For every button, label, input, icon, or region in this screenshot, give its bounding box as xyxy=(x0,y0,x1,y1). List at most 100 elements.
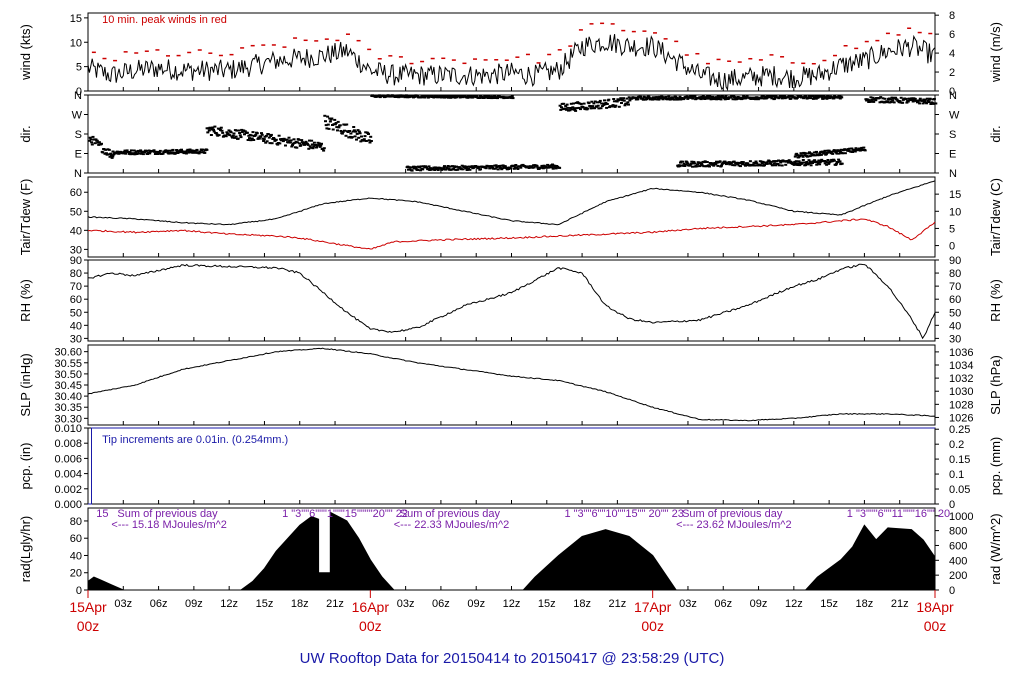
direction-point-4 xyxy=(443,96,446,99)
direction-point-9 xyxy=(863,149,867,152)
right-tick-label-rh-1: 40 xyxy=(949,320,961,332)
direction-point-2 xyxy=(287,136,291,139)
direction-point-2 xyxy=(238,134,242,137)
direction-point-9 xyxy=(804,152,808,155)
direction-point-8 xyxy=(732,160,736,163)
direction-point-1 xyxy=(123,149,127,152)
direction-point-7 xyxy=(732,96,736,98)
direction-point-7 xyxy=(804,95,808,98)
direction-point-5 xyxy=(427,165,431,168)
direction-point-2 xyxy=(295,146,299,149)
direction-point-5 xyxy=(419,169,422,172)
direction-point-5 xyxy=(503,165,507,168)
direction-point-2 xyxy=(237,129,241,132)
direction-point-8 xyxy=(684,163,687,166)
direction-point-8 xyxy=(728,163,732,166)
direction-point-2 xyxy=(318,145,322,148)
direction-point-2 xyxy=(312,145,316,148)
direction-point-6 xyxy=(598,99,602,102)
left-axis-label-dir: dir. xyxy=(18,125,33,142)
direction-point-8 xyxy=(678,165,682,168)
left-axis-label-temp: Tair/Tdew (F) xyxy=(18,179,33,256)
direction-point-10 xyxy=(905,101,909,104)
direction-point-1 xyxy=(203,151,207,154)
direction-point-0 xyxy=(88,136,92,139)
direction-point-6 xyxy=(592,102,596,105)
direction-point-8 xyxy=(698,161,702,164)
direction-point-0 xyxy=(100,142,103,145)
direction-point-9 xyxy=(831,152,835,155)
direction-point-9 xyxy=(817,154,821,157)
direction-point-1 xyxy=(158,149,162,152)
direction-point-8 xyxy=(768,160,771,163)
direction-point-5 xyxy=(550,166,554,169)
right-tick-label-dir-3: W xyxy=(949,110,960,122)
direction-point-3 xyxy=(352,129,356,132)
direction-point-6 xyxy=(570,108,574,111)
direction-point-7 xyxy=(759,97,763,100)
direction-point-3 xyxy=(339,130,343,132)
direction-point-9 xyxy=(799,152,803,155)
direction-point-3 xyxy=(354,130,358,133)
radiation-area-0 xyxy=(87,576,124,591)
direction-point-3 xyxy=(358,132,362,135)
direction-point-8 xyxy=(683,165,687,167)
direction-point-8 xyxy=(804,164,807,167)
direction-point-5 xyxy=(468,168,472,171)
direction-point-3 xyxy=(327,127,331,130)
direction-point-6 xyxy=(593,100,597,103)
direction-point-5 xyxy=(412,167,416,170)
direction-point-8 xyxy=(731,164,735,167)
direction-point-2 xyxy=(215,133,219,136)
direction-point-2 xyxy=(315,146,318,149)
direction-point-9 xyxy=(835,152,839,155)
direction-point-9 xyxy=(860,146,864,149)
day-tick-label-2: 17Apr xyxy=(634,599,672,615)
right-tick-label-rad-1: 200 xyxy=(949,570,967,582)
direction-point-2 xyxy=(264,141,268,144)
direction-point-1 xyxy=(129,149,133,152)
direction-point-7 xyxy=(658,95,662,98)
direction-point-6 xyxy=(627,103,630,106)
direction-point-2 xyxy=(225,131,229,134)
direction-point-6 xyxy=(564,108,568,111)
direction-point-8 xyxy=(827,162,831,165)
direction-point-0 xyxy=(104,148,108,151)
hour-tick-label-8: 06z xyxy=(432,598,450,610)
direction-point-3 xyxy=(355,132,359,135)
direction-point-7 xyxy=(691,97,695,100)
right-tick-label-pcp-5: 0.25 xyxy=(949,424,970,436)
direction-point-6 xyxy=(575,107,579,110)
direction-point-7 xyxy=(822,95,826,97)
direction-point-10 xyxy=(925,97,929,100)
direction-point-8 xyxy=(702,165,706,168)
day-tick-time-0: 00z xyxy=(77,618,100,634)
direction-point-8 xyxy=(780,164,784,167)
direction-point-6 xyxy=(560,106,563,109)
direction-point-4 xyxy=(469,95,473,98)
direction-point-6 xyxy=(600,105,604,108)
direction-point-8 xyxy=(813,159,817,162)
right-tick-label-wind-2: 4 xyxy=(949,48,955,60)
direction-point-3 xyxy=(328,120,332,123)
direction-point-5 xyxy=(546,163,550,166)
direction-point-8 xyxy=(695,165,699,168)
direction-point-7 xyxy=(706,95,710,98)
direction-point-8 xyxy=(808,162,812,165)
direction-point-8 xyxy=(716,164,720,167)
direction-point-2 xyxy=(236,137,240,140)
direction-point-10 xyxy=(921,102,925,105)
direction-point-6 xyxy=(615,100,619,103)
direction-point-0 xyxy=(107,148,111,151)
direction-point-8 xyxy=(798,164,802,167)
left-tick-label-temp-2: 50 xyxy=(70,206,82,218)
direction-point-2 xyxy=(220,129,224,132)
hour-tick-label-6: 21z xyxy=(326,598,344,610)
right-axis-label-wind: wind (m/s) xyxy=(988,22,1003,83)
direction-point-8 xyxy=(797,160,801,163)
direction-point-2 xyxy=(259,135,263,138)
direction-point-10 xyxy=(923,98,927,101)
direction-point-7 xyxy=(667,95,671,98)
direction-point-2 xyxy=(303,143,306,146)
left-tick-label-pcp-0: 0.000 xyxy=(54,499,82,511)
